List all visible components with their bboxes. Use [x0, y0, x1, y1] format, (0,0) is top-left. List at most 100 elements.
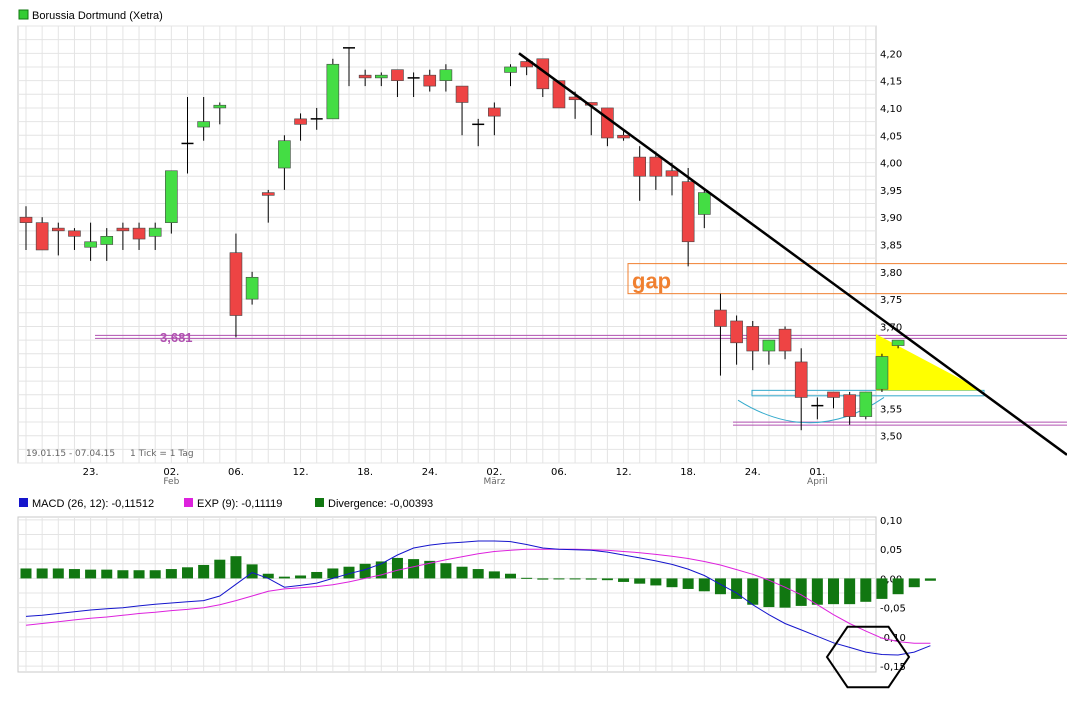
macd-y-tick-label: -0,15: [880, 662, 906, 673]
candle-body: [827, 391, 840, 398]
divergence-bar: [262, 573, 274, 579]
price-y-tick-label: 4,05: [880, 131, 902, 142]
price-x-tick-label: 01.: [809, 467, 825, 478]
candle-body: [681, 181, 695, 243]
candle-body: [601, 107, 614, 139]
macd-y-tick-label: 0,05: [880, 545, 902, 556]
candle-body: [794, 361, 808, 398]
divergence-bar: [811, 578, 823, 605]
price-y-tick-label: 3,85: [880, 241, 902, 252]
price-legend-swatch: [18, 9, 29, 20]
divergence-bar: [488, 571, 500, 579]
divergence-bar: [278, 576, 290, 579]
divergence-bar: [666, 578, 678, 588]
candle-body: [358, 74, 372, 79]
price-y-tick-label: 4,10: [880, 104, 902, 115]
price-x-tick-label: 02.: [486, 467, 502, 478]
price-x-tick-label: 12.: [293, 467, 309, 478]
divergence-bar: [521, 577, 533, 579]
candle-body: [617, 134, 630, 139]
divergence-bar: [408, 559, 420, 579]
price-x-tick-label: 12.: [616, 467, 632, 478]
price-y-tick-label: 3,70: [880, 322, 902, 333]
divergence-bar: [214, 559, 226, 579]
divergence-bar: [52, 568, 64, 579]
divergence-bar: [133, 570, 145, 579]
candle-body: [100, 236, 114, 245]
divergence-legend-swatch: [315, 498, 324, 507]
divergence-bar: [343, 566, 355, 579]
candle-body: [488, 107, 501, 117]
divergence-bar: [634, 578, 646, 584]
price-x-month-label: März: [483, 477, 505, 487]
divergence-bar: [246, 564, 258, 579]
candle-body: [762, 339, 776, 352]
divergence-bar: [424, 560, 436, 579]
candle-body: [391, 69, 404, 81]
exp-legend-swatch: [184, 498, 193, 507]
candle-body: [229, 252, 243, 316]
candle-body: [455, 85, 469, 103]
divergence-bar: [295, 575, 307, 579]
divergence-bar: [101, 569, 113, 579]
macd-y-tick-label: 0,00: [880, 574, 902, 585]
macd-y-tick-label: -0,05: [880, 604, 906, 615]
divergence-bar: [20, 568, 32, 579]
candle-body: [730, 320, 743, 344]
price-y-tick-label: 3,50: [880, 432, 902, 443]
divergence-bar: [198, 564, 210, 579]
candle-body: [439, 69, 453, 81]
candle-body: [633, 156, 647, 177]
candle-body: [714, 309, 727, 327]
candle-body: [51, 227, 65, 232]
price-y-tick-label: 4,00: [880, 159, 902, 170]
divergence-bar: [472, 569, 484, 579]
price-x-tick-label: 24.: [745, 467, 761, 478]
divergence-bar: [892, 578, 904, 595]
candle-body: [35, 222, 49, 251]
macd-legend-swatch: [19, 498, 28, 507]
divergence-bar: [860, 578, 872, 602]
price-x-tick-label: 24.: [422, 467, 438, 478]
divergence-bar: [391, 557, 403, 579]
divergence-bar: [650, 578, 662, 586]
price-x-tick-label: 18.: [357, 467, 373, 478]
candle-body: [116, 227, 130, 232]
candle-body: [778, 328, 792, 352]
price-panel: 4,20 4,15 4,10 4,05 4,00 3,95 3,90 3,85 3,80 3,75…: [17, 25, 1067, 487]
price-y-tick-label: 3,75: [880, 295, 902, 306]
support-label: 3,681: [160, 330, 193, 345]
price-x-tick-label: 02.: [163, 467, 179, 478]
macd-line: [25, 540, 931, 656]
candle-body: [875, 356, 889, 390]
price-x-tick-label: 23.: [83, 467, 99, 478]
divergence-legend-label: Divergence: -0,00393: [328, 498, 433, 510]
macd-y-tick-label: -0,10: [880, 633, 906, 644]
candle-body: [665, 170, 679, 177]
divergence-bar: [698, 578, 710, 592]
candle-body: [84, 241, 97, 248]
price-y-tick-label: 3,90: [880, 213, 902, 224]
candle-body: [326, 63, 340, 120]
macd-panel: 0,10 0,05 0,00 -0,05 -0,10 -0,15: [17, 516, 936, 689]
divergence-bar: [876, 578, 888, 599]
candle-body: [132, 227, 146, 240]
divergence-bar: [795, 578, 807, 606]
candle-body: [213, 104, 227, 109]
candle-body: [746, 326, 760, 352]
candle-body: [245, 276, 259, 300]
divergence-bar: [569, 578, 581, 580]
divergence-bar: [505, 573, 516, 579]
candle-body: [197, 121, 210, 128]
divergence-bar: [618, 578, 630, 582]
price-x-month-label: April: [807, 477, 828, 487]
resistance-trendline: [518, 52, 1067, 456]
candle-body: [859, 391, 873, 417]
divergence-bar: [182, 567, 193, 579]
candle-body: [68, 230, 81, 237]
candle-body: [552, 80, 566, 109]
candle-body: [19, 216, 33, 223]
divergence-bar: [456, 566, 468, 579]
divergence-bar: [359, 563, 371, 579]
